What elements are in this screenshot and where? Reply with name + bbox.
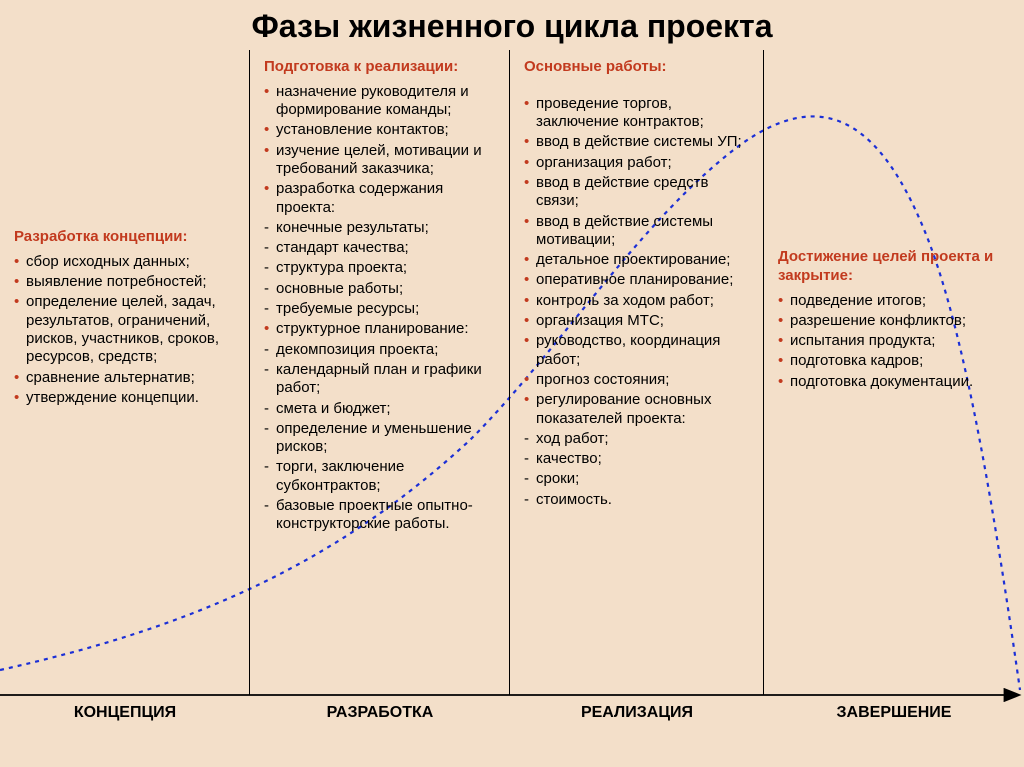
bullet-list: подведение итогов; разрешение конфликтов;… bbox=[778, 292, 1014, 391]
list-item: требуемые ресурсы; bbox=[264, 300, 499, 318]
list-item: декомпозиция проекта; bbox=[264, 341, 499, 359]
list-item: определение целей, задач, результатов, о… bbox=[14, 293, 239, 366]
page-title: Фазы жизненного цикла проекта bbox=[0, 0, 1024, 49]
list-item: торги, заключение субконтрактов; bbox=[264, 458, 499, 495]
phase-column-realization: Основные работы: проведение торгов, закл… bbox=[510, 50, 764, 695]
dash-list: конечные результаты; стандарт качества; ст… bbox=[264, 219, 499, 318]
list-item: утверждение концепции. bbox=[14, 389, 239, 407]
column-heading: Достижение целей проекта и закрытие: bbox=[778, 248, 1014, 286]
list-item: базовые проектные опытно-конструктор­ски… bbox=[264, 497, 499, 534]
bullet-list: структурное планирование: bbox=[264, 320, 499, 338]
list-item: конечные результаты; bbox=[264, 219, 499, 237]
phase-label: РАЗРАБОТКА bbox=[250, 704, 510, 722]
list-item: разрешение конфликтов; bbox=[778, 312, 1014, 330]
list-item: подготовка документации. bbox=[778, 373, 1014, 391]
list-item: определение и уменьшение рисков; bbox=[264, 420, 499, 457]
list-item: основные работы; bbox=[264, 280, 499, 298]
slide: Фазы жизненного цикла проекта Разработка… bbox=[0, 0, 1024, 767]
list-item: сроки; bbox=[524, 470, 753, 488]
list-item: качество; bbox=[524, 450, 753, 468]
dash-list: ход работ; качество; сроки; стоимость. bbox=[524, 430, 753, 509]
list-item: организация работ; bbox=[524, 154, 753, 172]
bullet-list: назначение руководителя и формирование к… bbox=[264, 83, 499, 217]
list-item: ввод в действие системы мотивации; bbox=[524, 213, 753, 250]
list-item: изучение целей, мотивации и требований з… bbox=[264, 142, 499, 179]
list-item: ввод в действие средств связи; bbox=[524, 174, 753, 211]
list-item: календарный план и графики работ; bbox=[264, 361, 499, 398]
column-heading: Основные работы: bbox=[524, 58, 753, 77]
list-item: ход работ; bbox=[524, 430, 753, 448]
dash-list: декомпозиция проекта; календарный план и … bbox=[264, 341, 499, 534]
phase-label: КОНЦЕПЦИЯ bbox=[0, 704, 250, 722]
list-item: руководство, координация работ; bbox=[524, 332, 753, 369]
column-heading: Подготовка к реализации: bbox=[264, 58, 499, 77]
content-area: Разработка концепции: сбор исходных данн… bbox=[0, 50, 1024, 730]
list-item: подведение итогов; bbox=[778, 292, 1014, 310]
phase-column-development: Подготовка к реализации: назначение руко… bbox=[250, 50, 510, 695]
list-item: структура проекта; bbox=[264, 259, 499, 277]
phase-label: РЕАЛИЗАЦИЯ bbox=[510, 704, 764, 722]
list-item: установление контактов; bbox=[264, 121, 499, 139]
list-item: подготовка кадров; bbox=[778, 352, 1014, 370]
phase-columns: Разработка концепции: сбор исходных данн… bbox=[0, 50, 1024, 695]
column-heading: Разработка концепции: bbox=[14, 228, 239, 247]
list-item: организация МТС; bbox=[524, 312, 753, 330]
list-item: стандарт качества; bbox=[264, 239, 499, 257]
list-item: назначение руководителя и формирование к… bbox=[264, 83, 499, 120]
phase-label: ЗАВЕРШЕНИЕ bbox=[764, 704, 1024, 722]
list-item: структурное планирование: bbox=[264, 320, 499, 338]
list-item: сбор исходных данных; bbox=[14, 253, 239, 271]
bullet-list: проведение торгов, заключение контрактов… bbox=[524, 95, 753, 428]
list-item: выявление потребностей; bbox=[14, 273, 239, 291]
list-item: регулирование основных показателей проек… bbox=[524, 391, 753, 428]
phase-labels-row: КОНЦЕПЦИЯ РАЗРАБОТКА РЕАЛИЗАЦИЯ ЗАВЕРШЕН… bbox=[0, 704, 1024, 722]
list-item: ввод в действие системы УП; bbox=[524, 133, 753, 151]
list-item: проведение торгов, заключение контрактов… bbox=[524, 95, 753, 132]
list-item: стоимость. bbox=[524, 491, 753, 509]
list-item: разработка содержания проекта: bbox=[264, 180, 499, 217]
list-item: смета и бюджет; bbox=[264, 400, 499, 418]
list-item: оперативное планирование; bbox=[524, 271, 753, 289]
list-item: испытания продукта; bbox=[778, 332, 1014, 350]
phase-column-concept: Разработка концепции: сбор исходных данн… bbox=[0, 50, 250, 695]
bullet-list: сбор исходных данных; выявление потребнос… bbox=[14, 253, 239, 407]
phase-column-completion: Достижение целей проекта и закрытие: под… bbox=[764, 50, 1024, 695]
list-item: прогноз состояния; bbox=[524, 371, 753, 389]
list-item: контроль за ходом работ; bbox=[524, 292, 753, 310]
list-item: детальное проектирование; bbox=[524, 251, 753, 269]
list-item: сравнение альтернатив; bbox=[14, 369, 239, 387]
